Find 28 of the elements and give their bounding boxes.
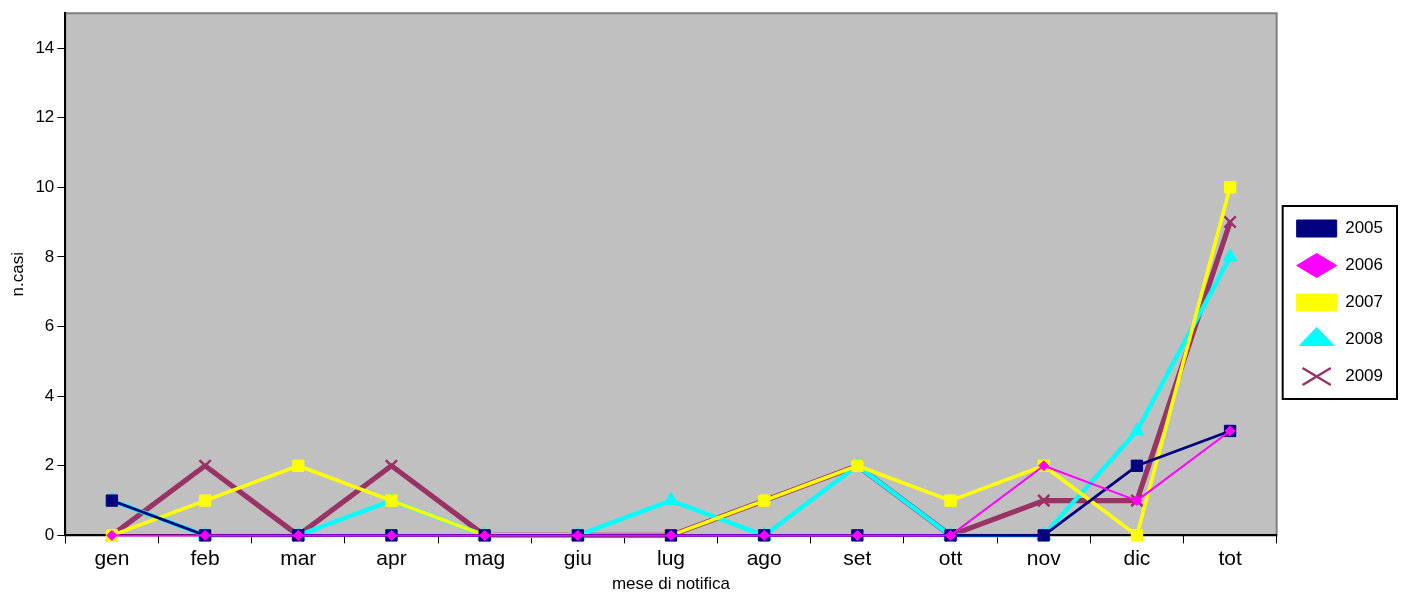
x-tick-label: tot — [1218, 545, 1242, 569]
x-tick-label: dic — [1123, 545, 1151, 569]
y-tick-label: 12 — [35, 107, 55, 127]
y-tick-label: 4 — [44, 385, 55, 405]
legend-label: 2008 — [1345, 329, 1384, 349]
x-axis-title: mese di notifica — [611, 574, 731, 594]
legend-label: 2005 — [1345, 218, 1384, 238]
legend-label: 2007 — [1345, 292, 1384, 312]
y-tick-label: 6 — [44, 316, 55, 336]
y-tick-label: 14 — [35, 37, 55, 57]
x-tick-label: feb — [190, 545, 220, 569]
x-tick-label: gen — [94, 545, 130, 569]
x-tick-label: set — [843, 545, 872, 569]
x-tick-label: mag — [464, 545, 506, 569]
x-tick-label: apr — [376, 545, 407, 569]
x-tick-label: nov — [1026, 545, 1062, 569]
y-tick-label: 0 — [44, 525, 55, 545]
y-tick-label: 8 — [44, 246, 55, 266]
legend-label: 2009 — [1345, 366, 1384, 386]
y-tick-label: 10 — [35, 176, 55, 196]
y-tick-label: 2 — [44, 455, 55, 475]
legend-label: 2006 — [1345, 255, 1384, 275]
x-tick-label: lug — [656, 545, 686, 569]
x-tick-label: giu — [563, 545, 592, 569]
x-tick-label: mar — [280, 545, 317, 569]
x-tick-label: ott — [938, 545, 963, 569]
y-axis-title: n.casi — [7, 252, 27, 297]
x-tick-label: ago — [746, 545, 782, 569]
